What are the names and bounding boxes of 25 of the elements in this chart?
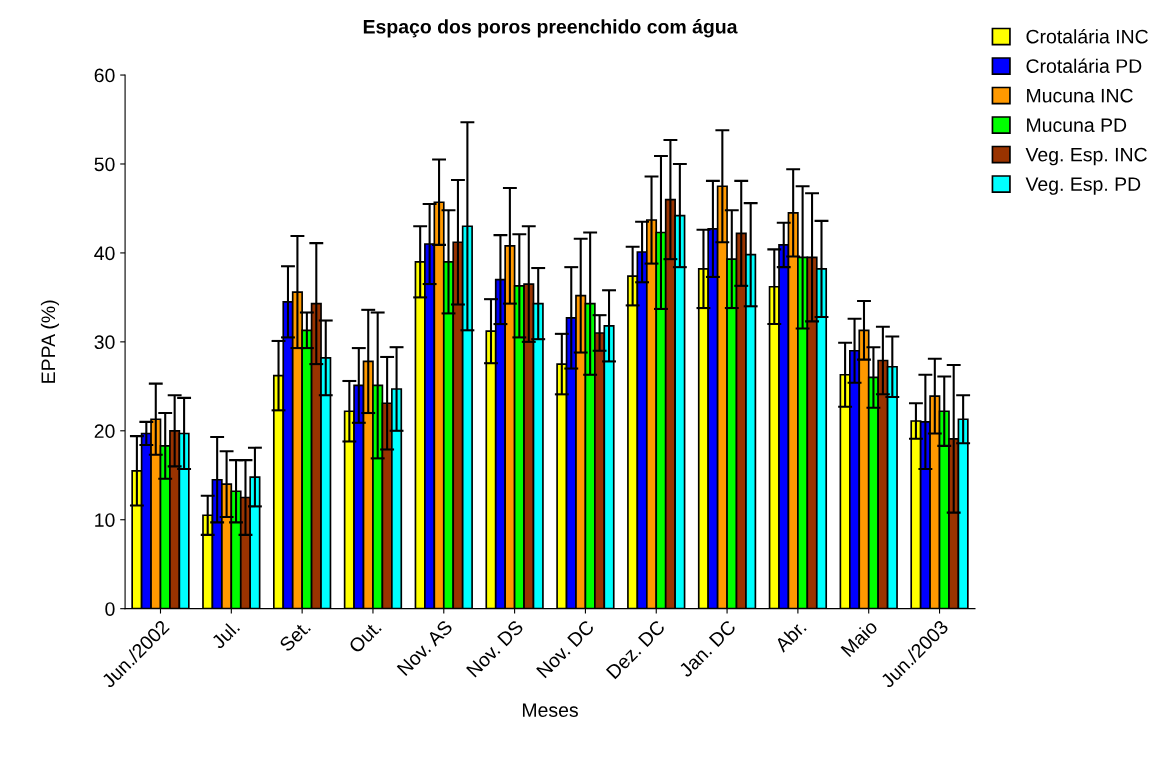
legend-label: Veg. Esp. INC [1025,147,1147,166]
x-tick-label: Nov. DS [465,619,525,678]
y-tick-label: 60 [94,68,115,83]
y-tick-label: 20 [94,424,115,439]
y-tick-label: 40 [94,246,115,261]
legend-label: Mucuna INC [1027,88,1133,103]
legend-label: Crotalária PD [1026,58,1142,73]
legend-label: Veg. Esp. PD [1025,177,1141,195]
chart-title: Espaço dos poros preenchido com água [363,19,738,38]
y-tick-label: 10 [95,513,115,527]
y-tick-label: 30 [94,335,115,350]
x-tick-label: Nov. DC [535,619,595,679]
x-tick-label: Jul. [210,619,241,650]
legend-label: Mucuna PD [1027,118,1127,132]
y-axis-title: EPPA (%) [40,300,59,383]
x-tick-label: Jan. DC [677,619,737,678]
x-tick-label: Abr. [773,619,807,653]
x-tick-label: Nov. AS [396,619,454,677]
x-axis-title: Meses [522,703,578,717]
y-tick-label: 50 [94,157,115,172]
x-tick-label: Set. [278,620,311,653]
y-tick-label: 0 [105,602,115,616]
x-tick-label: Dez. DC [605,619,666,680]
legend-label: Crotalária INC [1026,28,1148,44]
x-tick-label: Out. [347,620,382,654]
